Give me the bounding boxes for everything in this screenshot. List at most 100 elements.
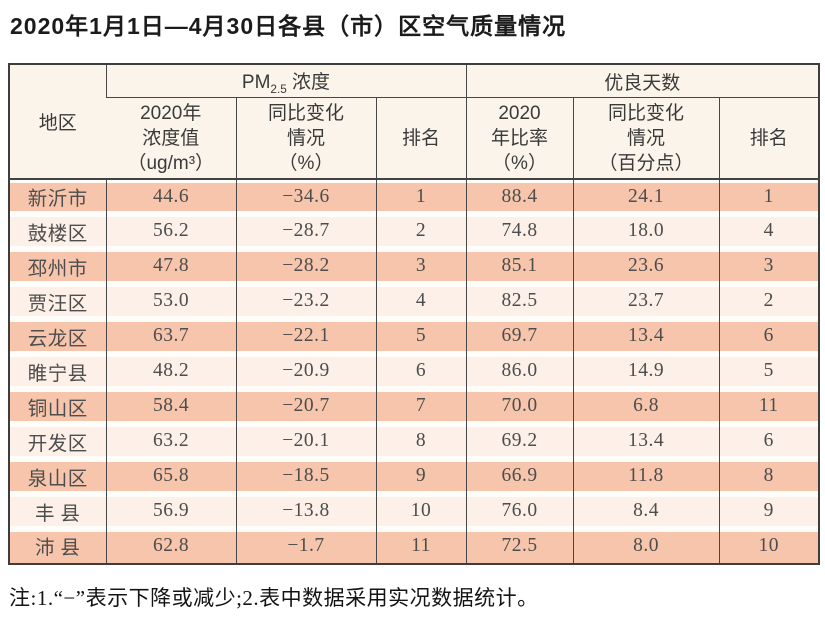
cell-good-change: 24.1: [572, 178, 719, 214]
table-row: 泉山区 65.8 −18.5 9 66.9 11.8 8: [9, 458, 819, 494]
cell-good-change: 23.6: [572, 248, 719, 284]
header-pm25-group: PM2.5 浓度: [105, 63, 466, 99]
cell-region: 丰 县: [9, 493, 106, 529]
cell-pm25-rank: 5: [375, 318, 466, 354]
cell-good-rate: 72.5: [465, 528, 573, 564]
cell-pm25-rank: 3: [375, 248, 466, 284]
cell-good-change: 8.4: [572, 493, 719, 529]
header-good-change: 同比变化 情况 （百分点）: [572, 97, 719, 180]
cell-good-rate: 74.8: [465, 213, 573, 249]
table-row: 沛 县 62.8 −1.7 11 72.5 8.0 10: [9, 528, 819, 564]
cell-pm25-rank: 8: [375, 423, 466, 459]
cell-good-rate: 70.0: [465, 388, 573, 424]
cell-pm25-value: 44.6: [105, 178, 236, 214]
table-row: 云龙区 63.7 −22.1 5 69.7 13.4 6: [9, 318, 819, 354]
table-row: 开发区 63.2 −20.1 8 69.2 13.4 6: [9, 423, 819, 459]
cell-region: 鼓楼区: [9, 213, 106, 249]
cell-region: 邳州市: [9, 248, 106, 284]
table-row: 铜山区 58.4 −20.7 7 70.0 6.8 11: [9, 388, 819, 424]
cell-region: 泉山区: [9, 458, 106, 494]
cell-good-rate: 88.4: [465, 178, 573, 214]
cell-good-change: 11.8: [572, 458, 719, 494]
cell-pm25-change: −22.1: [235, 318, 376, 354]
cell-pm25-value: 56.2: [105, 213, 236, 249]
cell-good-rate: 66.9: [465, 458, 573, 494]
cell-good-change: 13.4: [572, 318, 719, 354]
cell-pm25-change: −28.7: [235, 213, 376, 249]
cell-good-change: 13.4: [572, 423, 719, 459]
header-pm25-rank: 排名: [375, 97, 466, 180]
cell-good-change: 8.0: [572, 528, 719, 564]
table-row: 邳州市 47.8 −28.2 3 85.1 23.6 3: [9, 248, 819, 284]
table-row: 睢宁县 48.2 −20.9 6 86.0 14.9 5: [9, 353, 819, 389]
cell-good-rank: 2: [718, 283, 819, 319]
cell-pm25-value: 47.8: [105, 248, 236, 284]
cell-pm25-rank: 11: [375, 528, 466, 564]
cell-region: 睢宁县: [9, 353, 106, 389]
cell-good-rate: 69.7: [465, 318, 573, 354]
cell-pm25-value: 53.0: [105, 283, 236, 319]
cell-pm25-value: 58.4: [105, 388, 236, 424]
air-quality-table: 地区 PM2.5 浓度 优良天数 2020年 浓度值 （ug/m³） 同比变化 …: [8, 62, 820, 565]
cell-region: 新沂市: [9, 178, 106, 214]
cell-region: 贾汪区: [9, 283, 106, 319]
cell-region: 铜山区: [9, 388, 106, 424]
cell-pm25-change: −18.5: [235, 458, 376, 494]
cell-good-rank: 8: [718, 458, 819, 494]
cell-region: 沛 县: [9, 528, 106, 564]
cell-good-rank: 6: [718, 423, 819, 459]
cell-good-rate: 69.2: [465, 423, 573, 459]
cell-pm25-value: 48.2: [105, 353, 236, 389]
table-header: 地区 PM2.5 浓度 优良天数 2020年 浓度值 （ug/m³） 同比变化 …: [9, 63, 819, 180]
cell-good-rate: 86.0: [465, 353, 573, 389]
pm25-label-suffix: 浓度: [286, 71, 331, 93]
cell-good-rank: 3: [718, 248, 819, 284]
table-body: 新沂市 44.6 −34.6 1 88.4 24.1 1 鼓楼区 56.2 −2…: [9, 178, 819, 564]
cell-good-rank: 10: [718, 528, 819, 564]
header-good-days-group: 优良天数: [465, 63, 819, 99]
cell-good-rank: 1: [718, 178, 819, 214]
pm25-subscript: 2.5: [270, 82, 287, 96]
table-row: 贾汪区 53.0 −23.2 4 82.5 23.7 2: [9, 283, 819, 319]
cell-good-change: 23.7: [572, 283, 719, 319]
cell-pm25-value: 63.2: [105, 423, 236, 459]
cell-good-rank: 9: [718, 493, 819, 529]
header-group-row: 地区 PM2.5 浓度 优良天数: [9, 63, 819, 180]
table-row: 新沂市 44.6 −34.6 1 88.4 24.1 1: [9, 178, 819, 214]
cell-pm25-rank: 9: [375, 458, 466, 494]
cell-pm25-change: −34.6: [235, 178, 376, 214]
cell-pm25-rank: 6: [375, 353, 466, 389]
header-good-rate: 2020 年比率 （%）: [465, 97, 573, 180]
cell-good-rank: 5: [718, 353, 819, 389]
header-pm25-value: 2020年 浓度值 （ug/m³）: [106, 97, 236, 180]
cell-good-rate: 82.5: [465, 283, 573, 319]
cell-pm25-value: 63.7: [105, 318, 236, 354]
table-row: 丰 县 56.9 −13.8 10 76.0 8.4 9: [9, 493, 819, 529]
cell-pm25-change: −13.8: [235, 493, 376, 529]
cell-pm25-rank: 10: [375, 493, 466, 529]
cell-good-rate: 76.0: [465, 493, 573, 529]
cell-good-change: 18.0: [572, 213, 719, 249]
cell-pm25-change: −20.7: [235, 388, 376, 424]
cell-pm25-change: −28.2: [235, 248, 376, 284]
header-pm25-change: 同比变化 情况 （%）: [235, 97, 376, 180]
cell-pm25-rank: 2: [375, 213, 466, 249]
cell-pm25-change: −1.7: [235, 528, 376, 564]
cell-good-change: 14.9: [572, 353, 719, 389]
cell-pm25-rank: 7: [375, 388, 466, 424]
cell-pm25-change: −23.2: [235, 283, 376, 319]
cell-region: 开发区: [9, 423, 106, 459]
page-title: 2020年1月1日—4月30日各县（市）区空气质量情况: [10, 13, 567, 39]
cell-good-rank: 11: [718, 388, 819, 424]
pm25-label: PM: [241, 71, 271, 93]
cell-pm25-change: −20.1: [235, 423, 376, 459]
cell-pm25-value: 65.8: [105, 458, 236, 494]
header-good-rank: 排名: [718, 97, 819, 180]
cell-pm25-rank: 1: [375, 178, 466, 214]
cell-good-change: 6.8: [572, 388, 719, 424]
table-row: 鼓楼区 56.2 −28.7 2 74.8 18.0 4: [9, 213, 819, 249]
cell-pm25-rank: 4: [375, 283, 466, 319]
cell-good-rank: 6: [718, 318, 819, 354]
cell-good-rate: 85.1: [465, 248, 573, 284]
